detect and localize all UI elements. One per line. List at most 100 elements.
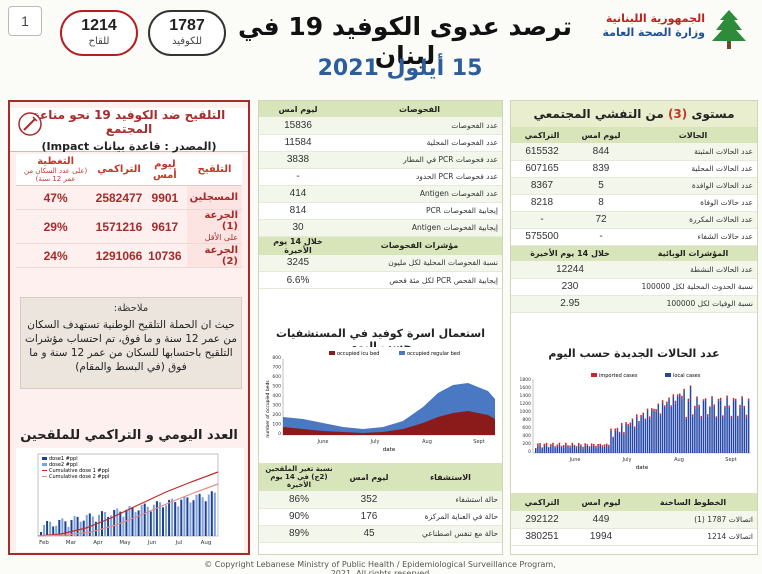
vacc-bar xyxy=(174,502,177,536)
row-value: - xyxy=(573,228,629,246)
vacc-bar xyxy=(113,509,116,536)
case-bar xyxy=(552,445,554,453)
hospital-ylabel: number of occupied beds xyxy=(265,380,271,438)
case-bar xyxy=(575,448,578,453)
case-bar xyxy=(666,403,668,453)
imported-bar xyxy=(704,398,707,401)
row-value: 5 xyxy=(573,177,629,195)
vaccination-panel: التلقيح ضد الكوفيد 19 نحو مناعة المجتمع … xyxy=(8,100,250,555)
vacc-bar xyxy=(46,521,49,536)
x-tick-label: Jun xyxy=(147,540,157,546)
imported-bar xyxy=(724,405,726,408)
case-bar xyxy=(711,398,713,453)
case-bar xyxy=(565,445,567,453)
case-bar xyxy=(608,446,610,453)
imported-bar xyxy=(696,396,698,399)
table-row: الجرعة (2) 10736 1291066 24% xyxy=(16,243,242,268)
case-bar xyxy=(571,445,574,453)
imported-bar xyxy=(608,444,610,447)
hosp-col-vaccinated: نسبة تغير الملقحين (2ج) في 14 يوم الأخير… xyxy=(259,463,339,491)
imported-bar xyxy=(691,414,694,417)
case-bar xyxy=(558,445,561,453)
coverage-value: 24% xyxy=(16,243,96,268)
table-row: اتصالات 1214 1994 380251 xyxy=(511,528,757,546)
imported-bar xyxy=(593,443,595,446)
case-bar xyxy=(569,447,571,453)
imported-bar xyxy=(683,388,685,391)
case-bar xyxy=(556,446,558,453)
row-label: عدد الفحوصات xyxy=(337,117,502,135)
daily-value: 9901 xyxy=(142,185,187,210)
case-bar xyxy=(659,415,662,453)
imported-bar xyxy=(698,404,700,407)
row-value: 176 xyxy=(339,508,399,526)
case-bar xyxy=(653,410,655,453)
imported-bar xyxy=(629,422,632,425)
hospital-x-ticks: June July Aug Sept xyxy=(317,439,485,445)
row-value: 3245 xyxy=(259,254,337,272)
imported-bar xyxy=(661,400,664,403)
cedar-logo-icon xyxy=(712,10,746,49)
imported-bar xyxy=(717,398,720,401)
vacc-bar xyxy=(61,518,64,536)
row-value: 72 xyxy=(573,211,629,229)
imported-bar xyxy=(575,446,578,449)
epi-indicators-period: خلال 14 يوم الأخيرة xyxy=(511,245,629,261)
case-bar xyxy=(599,445,601,453)
case-bar xyxy=(741,398,743,453)
imported-bar xyxy=(644,418,647,420)
vacc-bar xyxy=(152,504,155,536)
vacc-bar xyxy=(195,494,198,536)
case-bar xyxy=(704,400,707,453)
case-bar xyxy=(618,433,621,453)
case-bar xyxy=(616,430,619,453)
cases-col-label: الحالات xyxy=(629,127,757,143)
vacc-bar xyxy=(183,496,186,536)
imported-bar xyxy=(713,404,715,407)
imported-bar xyxy=(694,405,696,409)
tests-col-value: ليوم امس xyxy=(259,101,337,117)
case-bar xyxy=(537,445,539,453)
case-bar xyxy=(672,396,675,453)
row-value: 380251 xyxy=(511,528,573,546)
legend-imported: imported cases xyxy=(599,373,638,379)
cumulative-value: 2582477 xyxy=(95,185,143,210)
imported-bar xyxy=(638,420,640,423)
table-row: حالة مع تنفس اصطناعي 45 89% xyxy=(259,525,502,543)
legend-local: local cases xyxy=(673,373,701,379)
col-cumulative: التراكمي xyxy=(95,154,143,186)
legend-dose2: dose2 #ppl xyxy=(49,462,78,468)
imported-bar xyxy=(631,418,634,420)
case-bar xyxy=(597,446,599,453)
case-bar xyxy=(722,417,724,453)
hotline-col-daily: ليوم امس xyxy=(573,493,629,511)
case-bar xyxy=(728,407,730,453)
x-tick-label: Mar xyxy=(66,540,77,546)
imported-bar xyxy=(679,393,681,396)
table-row: إيجابية الفحوصات PCR 814 xyxy=(259,202,502,220)
imported-bar xyxy=(739,404,741,408)
case-bar xyxy=(730,417,733,453)
legend-swatch xyxy=(329,351,335,355)
case-bar xyxy=(696,398,698,453)
daily-value: 9617 xyxy=(142,209,187,244)
row-label: عدد الحالات الوافدة xyxy=(629,177,757,195)
imported-bar xyxy=(601,445,604,448)
row-label: اتصالات 1214 xyxy=(629,528,757,546)
col-vaccination: التلقيح xyxy=(186,154,242,186)
case-bar xyxy=(580,445,582,453)
imported-bar xyxy=(605,443,608,446)
case-bar xyxy=(674,403,677,453)
tests-panel: الفحوصات ليوم امس عدد الفحوصات 15836 عدد ا… xyxy=(258,100,503,555)
imported-bar xyxy=(651,408,653,410)
case-bar xyxy=(747,400,750,453)
row-value: 607165 xyxy=(511,160,573,178)
vacc-bar xyxy=(94,521,97,536)
page-title: ترصد عدوى الكوفيد 19 في لبنان xyxy=(238,12,572,70)
case-bar xyxy=(623,434,625,453)
vaccine-hotline-number: 1214 xyxy=(81,17,117,34)
table-row: المسجلين 9901 2582477 47% xyxy=(16,185,242,210)
case-bar xyxy=(586,445,589,453)
imported-bar xyxy=(709,406,711,409)
